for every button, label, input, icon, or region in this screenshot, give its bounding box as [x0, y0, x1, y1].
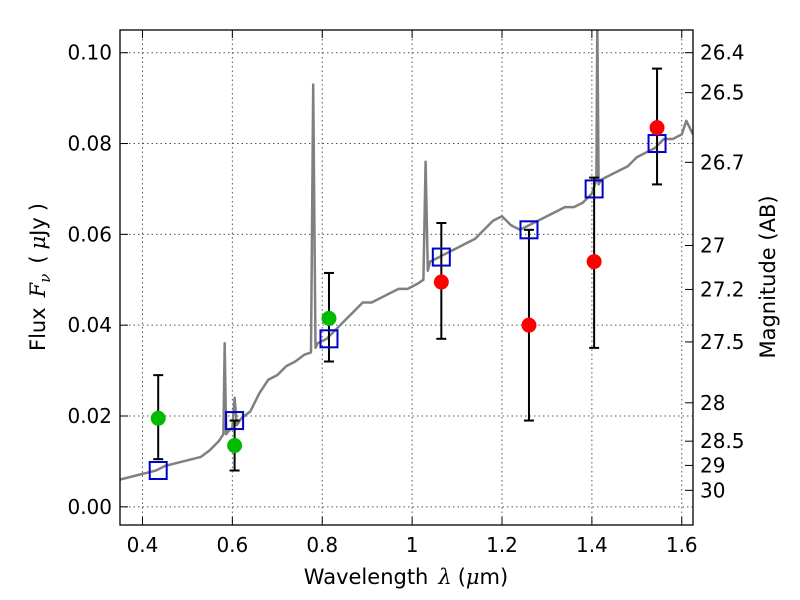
- axis-ticks: [120, 30, 693, 525]
- x-tick-label: 0.4: [127, 533, 159, 557]
- grid-lines: [120, 30, 693, 525]
- magnitude-tick-label: 26.4: [700, 41, 745, 65]
- model-square-point: [519, 220, 539, 240]
- magnitude-tick-label: 28: [700, 391, 725, 415]
- magnitude-tick-label: 30: [700, 478, 725, 502]
- green-points: [150, 310, 337, 454]
- spectrum-line: [120, 30, 693, 481]
- plot-area: [120, 30, 693, 481]
- x-tick-label: 0.8: [306, 533, 338, 557]
- x-tick-label: 0.6: [216, 533, 248, 557]
- magnitude-tick-label: 28.5: [700, 429, 745, 453]
- x-tick-label: 1: [406, 533, 419, 557]
- plot-frame: [119, 29, 694, 526]
- y-tick-label: 0.06: [67, 222, 112, 246]
- y2-axis-title: Magnitude (AB): [756, 195, 780, 358]
- x-axis-title: Wavelength λ (μm): [304, 565, 508, 589]
- magnitude-tick-label: 27.2: [700, 277, 745, 301]
- red-data-point: [433, 274, 449, 290]
- y-tick-label: 0.02: [67, 404, 112, 428]
- x-tick-label: 1.2: [486, 533, 518, 557]
- x-tick-labels: 0.4 0.6 0.8 1 1.2 1.4 1.6: [127, 533, 698, 557]
- y-axis-title: FluxFν(μJy): [26, 203, 54, 351]
- y-tick-label: 0.04: [67, 313, 112, 337]
- red-points: [433, 120, 665, 333]
- y-tick-label: 0.00: [67, 495, 112, 519]
- model-square-point: [584, 179, 604, 199]
- model-square-point: [225, 411, 245, 431]
- x-tick-label: 1.4: [576, 533, 608, 557]
- model-square-point: [148, 461, 168, 481]
- green-data-point: [150, 410, 166, 426]
- magnitude-tick-label: 27: [700, 233, 725, 257]
- red-data-point: [586, 254, 602, 270]
- y-tick-labels: 0.00 0.02 0.04 0.06 0.08 0.10: [67, 41, 112, 519]
- x-tick-label: 1.6: [666, 533, 698, 557]
- model-square-point: [319, 329, 339, 349]
- y-tick-label: 0.10: [67, 41, 112, 65]
- error-bars: [153, 67, 663, 472]
- red-data-point: [521, 317, 537, 333]
- green-data-point: [321, 310, 337, 326]
- magnitude-tick-label: 27.5: [700, 330, 745, 354]
- magnitude-tick-label: 26.7: [700, 150, 745, 174]
- magnitude-tick-label: 29: [700, 453, 725, 477]
- model-square-point: [431, 247, 451, 267]
- magnitude-tick-label: 26.5: [700, 81, 745, 105]
- red-data-point: [649, 120, 665, 136]
- y-tick-label: 0.08: [67, 132, 112, 156]
- model-points: [148, 134, 667, 481]
- green-data-point: [227, 438, 243, 454]
